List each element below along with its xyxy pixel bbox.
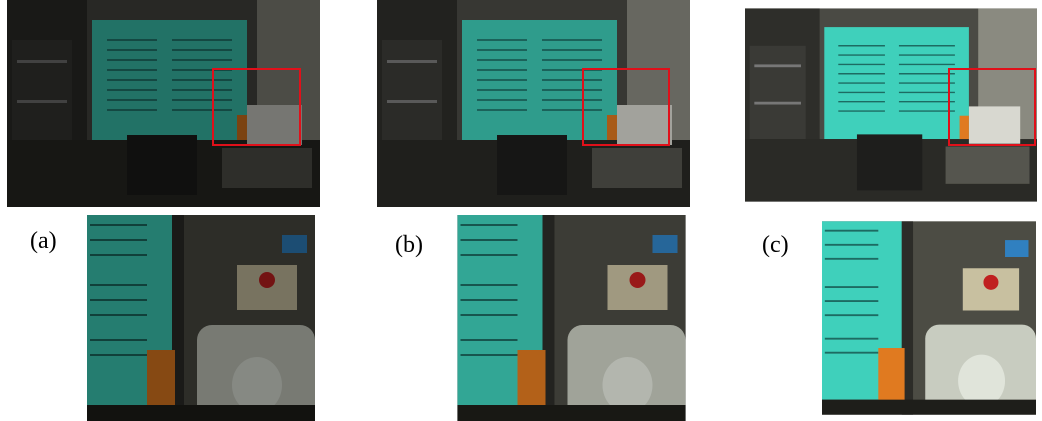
- panel-b: (b): [377, 0, 690, 421]
- panel-a: (a): [7, 0, 320, 421]
- panel-label: (c): [762, 232, 789, 258]
- panel-label: (b): [395, 232, 423, 258]
- panel-c: (c): [745, 8, 1037, 414]
- panel-label: (a): [30, 228, 57, 254]
- figure: (a) (b) (c): [0, 0, 1042, 421]
